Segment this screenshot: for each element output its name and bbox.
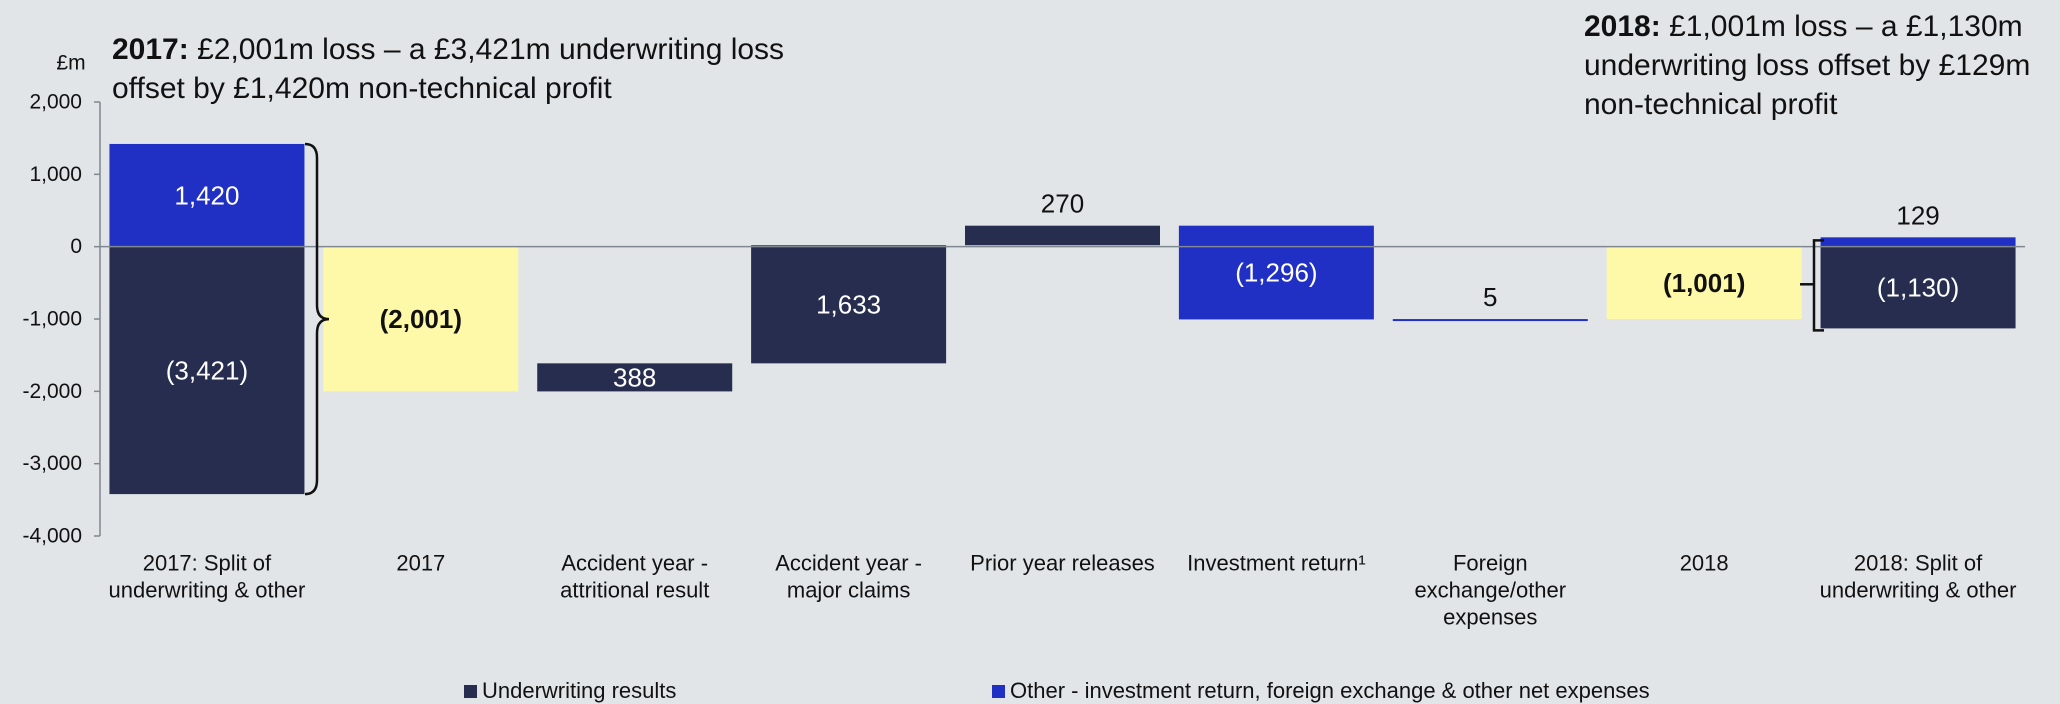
annotation-2018-year: 2018: [1584, 10, 1661, 43]
bar-other [1178, 225, 1374, 320]
x-category-label: Investment return¹ [1187, 551, 1366, 576]
x-category-label: underwriting & other [1820, 578, 2017, 603]
brace-2017-icon [304, 142, 330, 496]
bar-total [1606, 246, 1802, 320]
y-tick-label: -2,000 [22, 380, 82, 403]
x-category-label: 2017 [396, 551, 445, 576]
y-tick-label: 0 [70, 235, 82, 258]
x-category-label: Prior year releases [970, 551, 1155, 576]
data-label: (2,001) [380, 304, 462, 334]
data-label: 129 [1896, 200, 1939, 230]
data-label: 1,633 [816, 289, 881, 319]
x-category-label: attritional result [560, 578, 709, 603]
bar-underwriting [751, 245, 947, 364]
bar-other [1820, 237, 2016, 247]
x-category-label: expenses [1443, 605, 1537, 630]
bar-underwriting [109, 246, 305, 495]
legend-swatch-other [992, 684, 1005, 698]
y-tick-label: 2,000 [29, 91, 82, 114]
bar-other [109, 143, 305, 247]
data-label: (1,001) [1663, 268, 1745, 298]
x-category-label: Accident year - [561, 551, 708, 576]
annotation-2018: 2018: £1,001m loss – a £1,130m underwrit… [1584, 7, 2060, 124]
data-label: (3,421) [166, 355, 248, 385]
x-category-label: Foreign [1453, 551, 1528, 576]
y-tick-label: 1,000 [29, 163, 82, 186]
y-tick-label: -4,000 [22, 525, 82, 548]
x-category-label: underwriting & other [108, 578, 305, 603]
legend-label-underwriting: Underwriting results [482, 678, 677, 703]
x-category-label: 2018 [1680, 551, 1729, 576]
x-category-label: 2018: Split of [1854, 551, 1983, 576]
legend-item-underwriting: Underwriting results [464, 678, 676, 704]
legend-item-other: Other - investment return, foreign excha… [992, 678, 1650, 704]
annotation-2017-year: 2017: [112, 33, 189, 66]
data-label: 388 [613, 362, 656, 392]
data-label: (1,130) [1877, 273, 1959, 303]
bar-underwriting [537, 363, 733, 392]
legend-label-other: Other - investment return, foreign excha… [1010, 678, 1650, 703]
y-axis-unit-label: £m [56, 52, 85, 75]
annotation-2018-text: £1,001m loss – a £1,130m underwriting lo… [1584, 10, 2031, 121]
data-label: 270 [1041, 189, 1084, 219]
annotation-2017-text: £2,001m loss – a £3,421m underwriting lo… [112, 33, 785, 105]
data-label: (1,296) [1235, 258, 1317, 288]
y-tick-label: -3,000 [22, 452, 82, 475]
data-label: 1,420 [174, 180, 239, 210]
x-category-label: 2017: Split of [143, 551, 272, 576]
bar-other [1392, 319, 1588, 322]
x-category-label: major claims [787, 578, 910, 603]
annotation-2017: 2017: £2,001m loss – a £3,421m underwrit… [112, 30, 812, 108]
bar-total [323, 246, 519, 392]
y-tick-label: -1,000 [22, 308, 82, 331]
data-label: 5 [1483, 282, 1497, 312]
legend-swatch-underwriting [464, 684, 477, 698]
bar-underwriting [1820, 246, 2016, 329]
x-category-label: Accident year - [775, 551, 922, 576]
x-category-label: exchange/other [1414, 578, 1566, 603]
bar-underwriting [965, 225, 1160, 246]
